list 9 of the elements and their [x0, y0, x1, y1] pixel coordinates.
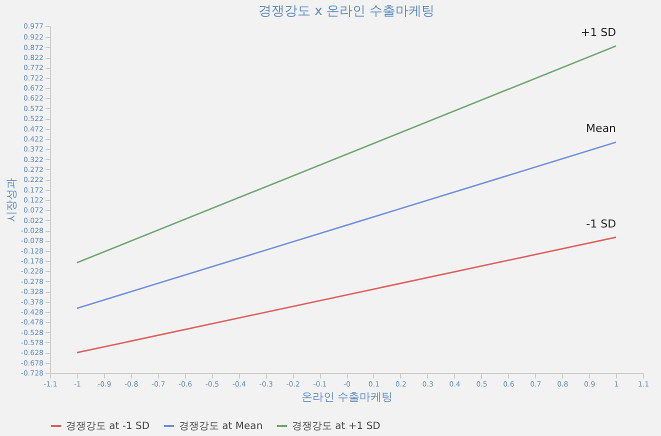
y-axis-title: 시장성과 [4, 178, 18, 222]
annotation: +1 SD [580, 26, 616, 39]
legend-label: 경쟁강도 at +1 SD [292, 421, 381, 432]
chart-title: 경쟁강도 x 온라인 수출마케팅 [258, 4, 435, 19]
legend-label: 경쟁강도 at Mean [179, 421, 263, 432]
annotation: Mean [586, 122, 616, 136]
x-axis-title: 온라인 수출마케팅 [301, 390, 393, 404]
annotation: -1 SD [586, 217, 616, 230]
legend-label: 경쟁강도 at -1 SD [66, 421, 150, 432]
